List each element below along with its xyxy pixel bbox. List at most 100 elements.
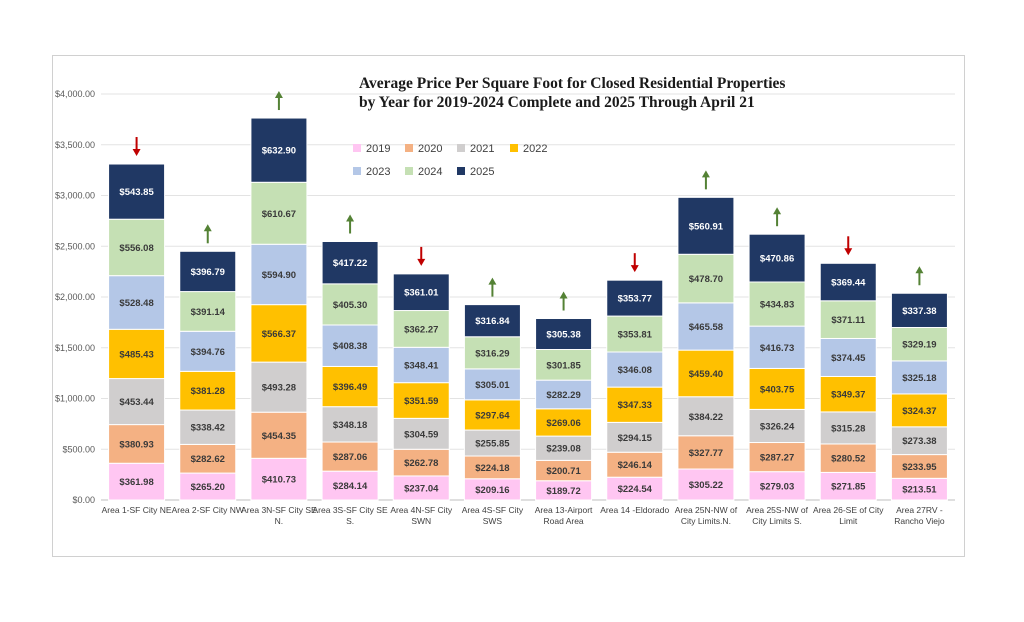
data-label: $265.20 xyxy=(191,482,225,493)
arrow-up-icon xyxy=(274,91,283,111)
bar-segment-2019 xyxy=(748,471,806,501)
bar-segment-2021 xyxy=(677,396,735,437)
legend-label: 2019 xyxy=(366,143,390,155)
data-label: $224.18 xyxy=(475,463,509,474)
arrow-head xyxy=(203,224,212,232)
bar-segment-2024 xyxy=(535,349,593,381)
data-label: $213.51 xyxy=(902,485,937,496)
bars: $361.98 $380.93 $453.44 $485.43 $528.48 $556.… xyxy=(108,117,948,501)
x-tick-label: Area 3N-SF City SE xyxy=(241,505,317,515)
legend-swatch xyxy=(405,167,413,175)
y-tick-label: $500.00 xyxy=(62,444,95,454)
data-label: $294.15 xyxy=(618,433,653,444)
legend-swatch xyxy=(457,144,465,152)
bar-segment-2024 xyxy=(748,281,806,327)
bar-segment-2023 xyxy=(819,337,877,377)
arrow-up-icon xyxy=(773,207,782,227)
x-tick-label: Rancho Viejo xyxy=(894,516,945,526)
data-label: $348.18 xyxy=(333,420,367,431)
arrow-head xyxy=(559,291,568,299)
data-label: $374.45 xyxy=(831,353,866,364)
bar-segment-2025 xyxy=(748,233,806,283)
bar-segment-2025 xyxy=(321,241,379,285)
bar-segment-2024 xyxy=(677,253,735,304)
data-label: $282.29 xyxy=(546,390,580,401)
bar-segment-2024 xyxy=(890,326,948,362)
arrow-head xyxy=(274,91,283,99)
bar-segment-2023 xyxy=(463,368,521,401)
data-label: $371.11 xyxy=(831,315,866,326)
legend-item-2019: 2019 xyxy=(353,143,390,155)
data-label: $209.16 xyxy=(475,485,509,496)
bar-stack: $209.16 $224.18 $255.85 $297.64 $305.01 $316.… xyxy=(463,304,521,501)
data-label: $394.76 xyxy=(191,347,225,358)
data-label: $246.14 xyxy=(618,460,653,471)
chart-title: Average Price Per Square Foot for Closed… xyxy=(359,75,785,92)
x-tick-label: Area 2-SF City NW xyxy=(172,505,244,515)
bar-segment-2022 xyxy=(108,328,166,380)
bar-segment-2025 xyxy=(606,279,664,317)
bar-segment-2023 xyxy=(321,324,379,367)
chart-frame: $0.00 $500.00 $1,000.00 $1,500.00 $2,000.00 $… xyxy=(52,55,965,557)
data-label: $353.77 xyxy=(618,294,652,305)
arrow-head xyxy=(844,248,853,256)
x-tick-label: Road Area xyxy=(543,516,583,526)
data-label: $287.27 xyxy=(760,453,794,464)
x-tick-label: SWS xyxy=(483,516,503,526)
bar-segment-2020 xyxy=(819,443,877,473)
legend-label: 2025 xyxy=(470,166,494,178)
data-label: $361.98 xyxy=(119,477,153,488)
data-label: $408.38 xyxy=(333,341,367,352)
data-label: $324.37 xyxy=(902,406,936,417)
data-label: $279.03 xyxy=(760,481,794,492)
y-axis-ticks: $0.00 $500.00 $1,000.00 $1,500.00 $2,000.00 $… xyxy=(55,89,95,505)
bar-segment-2023 xyxy=(250,243,308,306)
arrow-head xyxy=(488,277,497,285)
data-label: $327.77 xyxy=(689,448,723,459)
bar-segment-2023 xyxy=(535,379,593,410)
legend: 2019 2020 2021 2022 2023 2024 2025 xyxy=(353,143,547,178)
data-label: $361.01 xyxy=(404,288,439,299)
legend-item-2023: 2023 xyxy=(353,166,390,178)
bar-stack: $189.72 $200.71 $239.08 $269.06 $282.29 $301.… xyxy=(535,318,593,501)
bar-segment-2021 xyxy=(392,417,450,450)
data-label: $478.70 xyxy=(689,274,723,285)
data-label: $391.14 xyxy=(191,307,226,318)
bar-segment-2019 xyxy=(321,470,379,501)
arrow-head xyxy=(915,266,924,274)
data-label: $273.38 xyxy=(902,436,936,447)
data-label: $493.28 xyxy=(262,383,296,394)
data-label: $224.54 xyxy=(618,484,653,495)
x-tick-label: City Limits S. xyxy=(752,516,802,526)
legend-item-2022: 2022 xyxy=(510,143,547,155)
data-label: $465.58 xyxy=(689,322,723,333)
legend-item-2025: 2025 xyxy=(457,166,494,178)
bar-segment-2019 xyxy=(250,457,308,501)
data-label: $262.78 xyxy=(404,458,438,469)
data-label: $305.22 xyxy=(689,480,723,491)
bar-stack: $213.51 $233.95 $273.38 $324.37 $325.18 $329.… xyxy=(890,292,948,501)
data-label: $287.06 xyxy=(333,452,367,463)
x-tick-label: Area 27RV - xyxy=(896,505,943,515)
data-label: $380.93 xyxy=(119,439,153,450)
bar-segment-2024 xyxy=(250,181,308,245)
arrow-up-icon xyxy=(488,277,497,297)
arrow-up-icon xyxy=(701,170,710,190)
data-label: $189.72 xyxy=(546,486,580,497)
x-tick-label: Area 26-SE of City xyxy=(813,505,884,515)
data-label: $316.29 xyxy=(475,348,509,359)
bar-segment-2024 xyxy=(321,283,379,326)
bar-segment-2019 xyxy=(677,468,735,501)
bar-segment-2024 xyxy=(463,336,521,370)
arrow-up-icon xyxy=(559,291,568,311)
data-label: $594.90 xyxy=(262,270,296,281)
x-tick-label: Area 13-Airport xyxy=(535,505,593,515)
data-label: $271.85 xyxy=(831,482,866,493)
x-tick-label: City Limits.N. xyxy=(681,516,731,526)
bar-segment-2023 xyxy=(748,325,806,369)
bar-stack: $237.04 $262.78 $304.59 $351.59 $348.41 $362.… xyxy=(392,273,450,501)
data-label: $255.85 xyxy=(475,439,510,450)
data-label: $233.95 xyxy=(902,462,937,473)
data-label: $301.85 xyxy=(546,360,581,371)
legend-swatch xyxy=(353,144,361,152)
